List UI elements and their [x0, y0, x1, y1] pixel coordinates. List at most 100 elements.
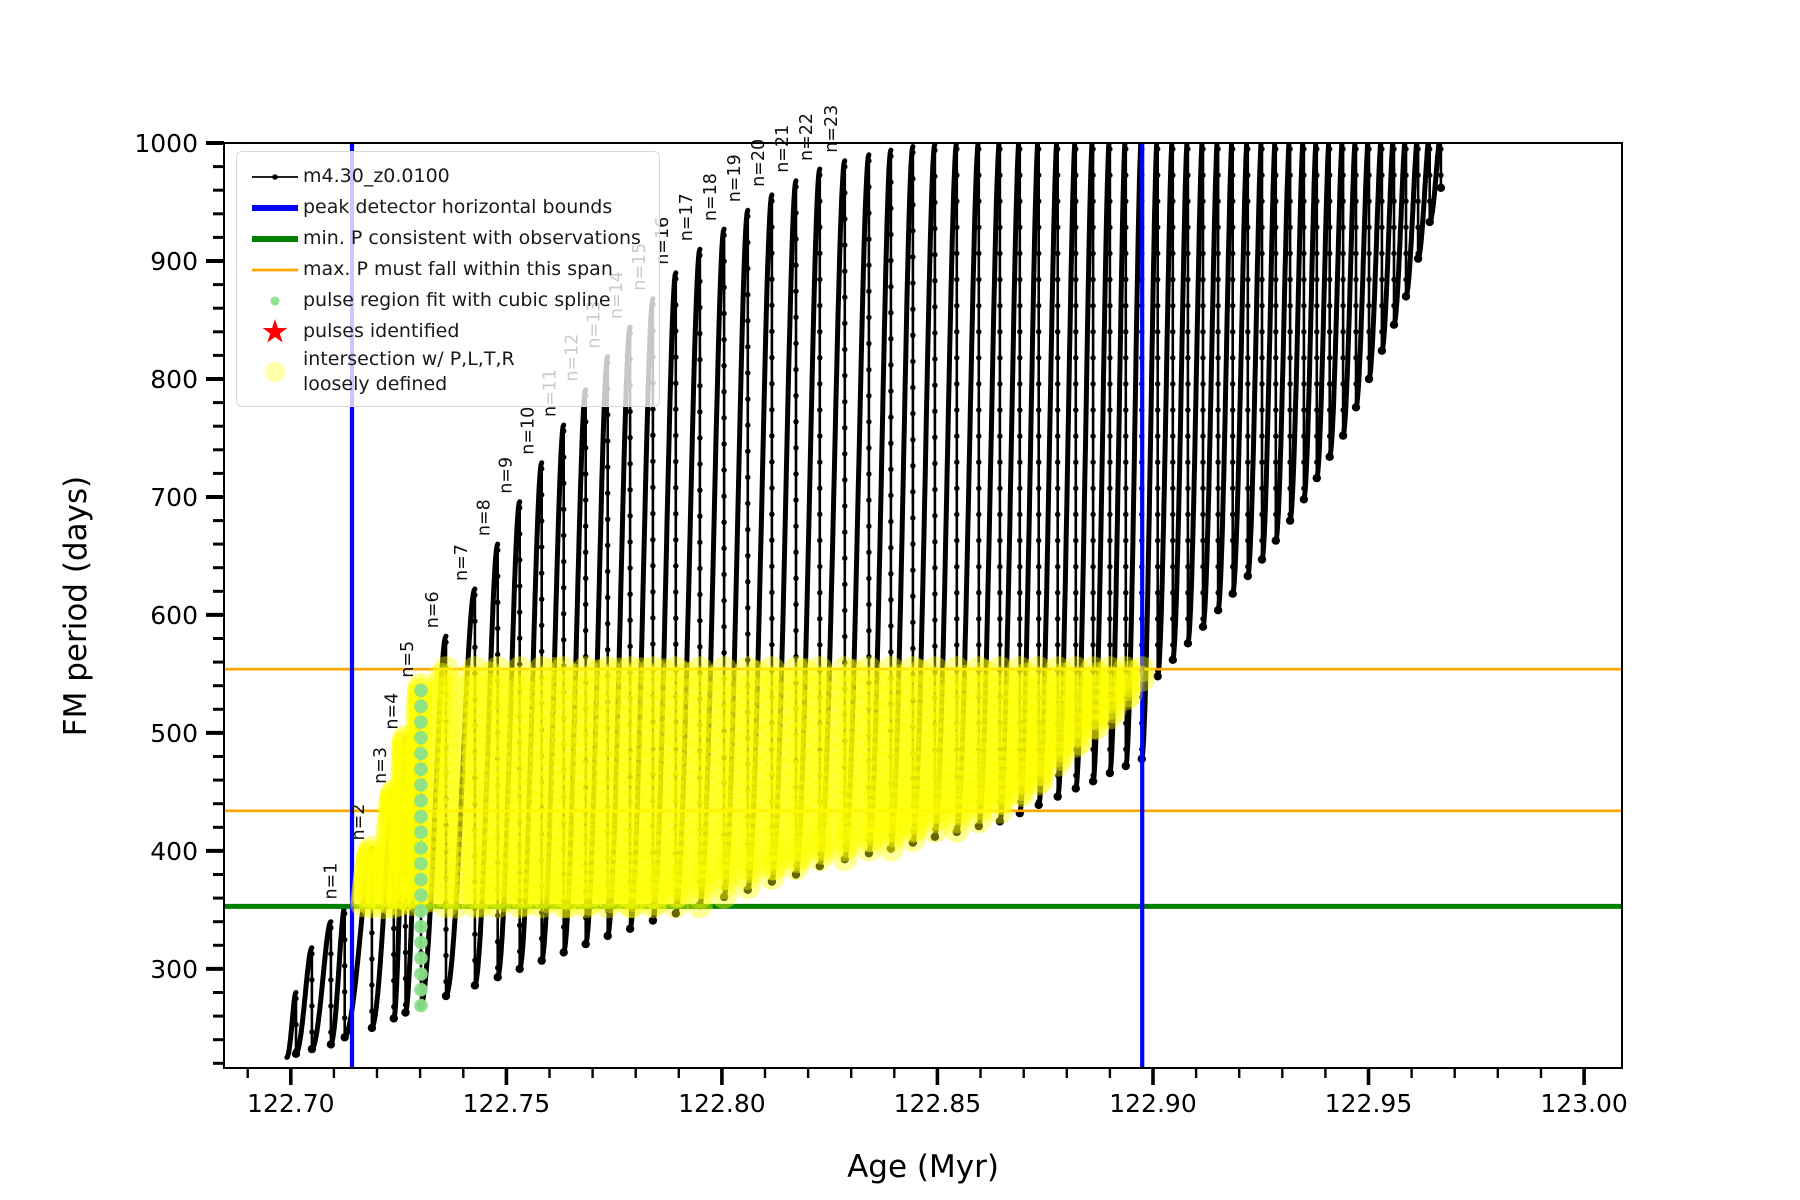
intersection-dot	[461, 807, 488, 834]
intersection-dot	[1083, 704, 1110, 731]
intersection-dot	[1048, 708, 1075, 735]
intersection-dot	[484, 741, 511, 768]
intersection-dot	[572, 807, 599, 834]
intersection-dot	[492, 858, 519, 885]
intersection-dot	[572, 854, 599, 881]
intersection-dot	[662, 797, 689, 824]
intersection-dot	[734, 722, 761, 749]
x-axis-title: Age (Myr)	[847, 1149, 999, 1185]
intersection-dot	[668, 825, 695, 852]
intersection-dot	[649, 690, 676, 717]
intersection-dot	[572, 665, 599, 692]
pulse-rise-arc	[1185, 143, 1205, 646]
intersection-dot	[642, 883, 669, 910]
intersection-dot	[758, 665, 785, 692]
intersection-dot	[491, 877, 518, 904]
intersection-dot	[921, 712, 948, 739]
intersection-dot	[806, 769, 833, 796]
legend-entry-1: peak detector horizontal bounds	[247, 192, 641, 223]
intersection-dot	[965, 741, 992, 768]
pulse-rise-arc	[443, 586, 478, 999]
pulse-rise-arc	[391, 735, 408, 1021]
intersection-dot	[358, 863, 385, 890]
intersection-dot	[433, 788, 459, 815]
intersection-dot	[433, 694, 459, 720]
intersection-dot	[899, 684, 926, 711]
intersection-dot	[1062, 684, 1089, 711]
intersection-dot	[783, 694, 809, 720]
intersection-dot	[461, 694, 488, 720]
pulse-rise-arc	[472, 541, 501, 988]
intersection-dot	[949, 717, 976, 744]
intersection-dot	[764, 799, 791, 826]
intersection-dot	[433, 826, 459, 853]
intersection-dot	[421, 821, 447, 848]
intersection-dot	[662, 665, 689, 692]
intersection-dot	[815, 696, 842, 723]
intersection-dot	[965, 712, 992, 739]
intersection-dot	[671, 752, 697, 779]
intersection-dot	[561, 694, 588, 720]
intersection-dot	[380, 854, 407, 881]
intersection-dot	[734, 665, 761, 692]
intersection-dot	[734, 703, 761, 730]
intersection-dot	[572, 694, 599, 720]
intersection-dot	[831, 750, 858, 777]
intersection-dot	[806, 778, 833, 805]
intersection-dot	[831, 769, 858, 796]
pulse-rise-arc	[418, 633, 449, 1008]
intersection-dot	[831, 684, 858, 711]
intersection-dot	[1010, 733, 1037, 760]
intersection-dot	[617, 722, 644, 749]
intersection-dot	[572, 863, 599, 890]
intersection-dot	[740, 798, 767, 825]
intersection-dot	[943, 731, 970, 758]
intersection-dot	[506, 750, 533, 777]
intersection-dot	[783, 656, 809, 683]
intersection-dot	[642, 889, 669, 916]
intersection-dot	[734, 863, 761, 890]
intersection-dot	[461, 722, 488, 749]
intersection-dot	[518, 708, 545, 735]
intersection-dot	[515, 821, 541, 848]
intersection-dot	[928, 696, 955, 723]
intersection-dot	[943, 816, 970, 843]
pulse-rise-arc	[1259, 143, 1278, 562]
intersection-dot	[594, 797, 621, 824]
intersection-dot	[506, 769, 533, 796]
intersection-dot	[639, 845, 666, 871]
intersection-dot	[834, 826, 861, 853]
intersection-dot	[582, 719, 609, 746]
intersection-dot	[903, 796, 929, 823]
intersection-dot	[484, 882, 511, 909]
intersection-dot	[855, 703, 882, 730]
intersection-dot	[535, 849, 562, 876]
intersection-dot	[1067, 668, 1094, 694]
intersection-dot	[992, 707, 1019, 734]
intersection-dot	[1011, 712, 1038, 739]
intersection-dot	[476, 685, 503, 712]
intersection-dot	[461, 769, 488, 796]
intersection-dot	[1062, 731, 1089, 758]
intersection-dot	[877, 694, 904, 720]
intersection-dot	[691, 835, 718, 862]
intersection-dot	[572, 873, 599, 900]
intersection-dot	[496, 719, 523, 745]
intersection-dot	[557, 825, 584, 852]
intersection-dot	[387, 845, 414, 872]
intersection-dot	[761, 848, 788, 875]
x-tick-label: 122.75	[463, 1089, 550, 1118]
intersection-dot	[882, 776, 909, 803]
pulse-region-dot	[414, 762, 428, 776]
intersection-dot	[577, 864, 604, 891]
intersection-dot	[899, 722, 926, 749]
intersection-dot	[883, 756, 909, 783]
intersection-dot	[386, 875, 413, 902]
intersection-dot	[806, 797, 833, 824]
intersection-dot	[484, 797, 511, 824]
intersection-dot	[461, 797, 488, 824]
intersection-dot	[433, 807, 459, 834]
intersection-dot	[392, 819, 419, 845]
intersection-dot	[516, 786, 543, 813]
legend-entry-5: pulses identified	[247, 316, 641, 347]
